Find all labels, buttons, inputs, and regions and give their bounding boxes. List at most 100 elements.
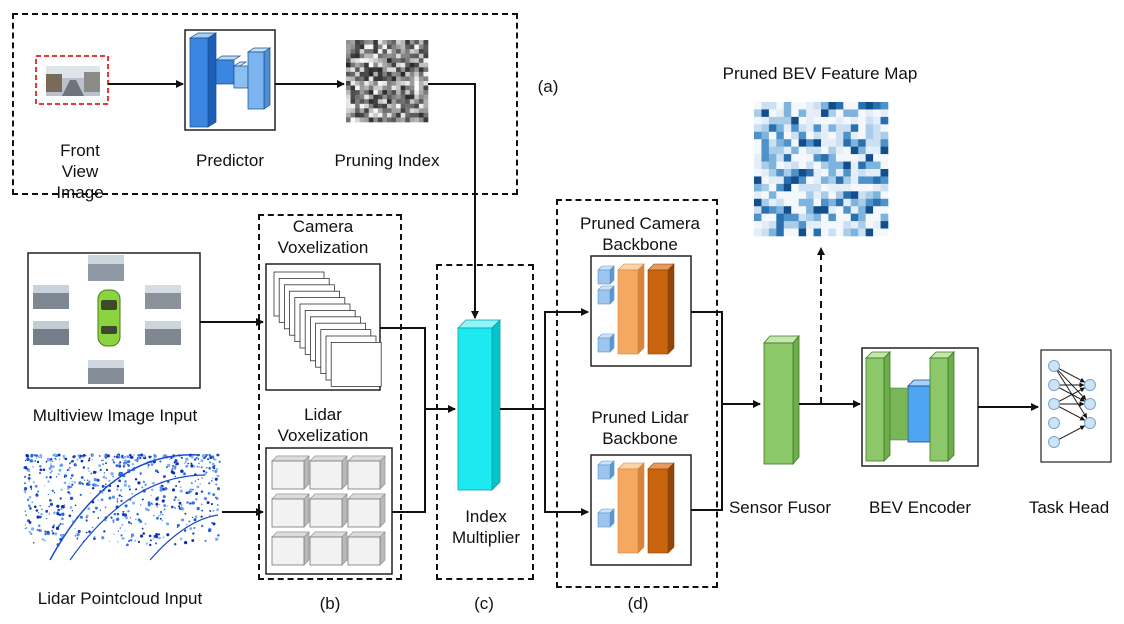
lidar-point xyxy=(39,472,41,475)
lidar-point xyxy=(124,504,128,508)
noise-cell xyxy=(423,58,429,64)
lidar-point xyxy=(92,511,95,513)
section-a-box xyxy=(12,13,518,195)
lidar-point xyxy=(166,466,168,469)
lidar-point xyxy=(173,498,176,501)
lidar-point xyxy=(39,515,42,519)
noise-cell xyxy=(418,49,424,54)
lidar-point xyxy=(104,483,107,486)
bev-cell xyxy=(828,183,837,192)
noise-cell xyxy=(396,62,401,68)
noise-cell xyxy=(387,81,392,86)
lidar-point xyxy=(171,488,176,492)
noise-cell xyxy=(373,71,379,77)
bev-cell xyxy=(828,169,837,177)
bev-cell xyxy=(813,176,822,185)
noise-cell xyxy=(382,103,388,109)
lidar-point xyxy=(208,482,211,485)
lidar-point xyxy=(158,536,161,540)
noise-cell xyxy=(396,76,401,82)
voxel-cube xyxy=(309,493,348,528)
lidar-point xyxy=(74,527,76,530)
noise-cell xyxy=(368,117,374,123)
noise-cell xyxy=(405,85,411,91)
bev-cell xyxy=(754,213,762,222)
bev-cell xyxy=(821,124,829,133)
noise-cell xyxy=(382,112,388,118)
bev-cell xyxy=(768,102,777,110)
noise-cell xyxy=(387,76,392,82)
lidar-point xyxy=(180,504,183,507)
noise-cell xyxy=(355,67,360,73)
noise-cell xyxy=(346,94,351,100)
noise-cell xyxy=(391,81,397,86)
lidar-point xyxy=(211,521,213,524)
noise-cell xyxy=(409,67,415,73)
lidar-point xyxy=(36,460,40,464)
noise-cell xyxy=(414,94,420,100)
noise-cell xyxy=(355,103,360,109)
noise-cell xyxy=(359,99,365,105)
bev-cell xyxy=(850,183,859,192)
noise-cell xyxy=(359,58,365,64)
noise-cell xyxy=(400,103,406,109)
lidar-point xyxy=(196,466,199,468)
lidar-point xyxy=(150,502,153,505)
noise-cell xyxy=(409,108,415,114)
bev-cell xyxy=(843,191,852,200)
bev-cell xyxy=(813,161,822,170)
bev-cell xyxy=(835,154,844,162)
bev-cell xyxy=(806,191,814,200)
bev-cell xyxy=(865,221,874,229)
voxel-cube xyxy=(347,493,386,528)
noise-cell xyxy=(373,40,379,45)
noise-cell xyxy=(423,90,429,95)
noise-cell xyxy=(391,99,397,105)
lidar-point xyxy=(49,471,52,474)
bev-cell xyxy=(835,109,844,118)
lidar-point xyxy=(88,480,91,483)
lidar-point xyxy=(47,493,50,496)
lidar-point xyxy=(24,491,27,494)
bev-cell xyxy=(828,213,837,222)
lidar-point xyxy=(119,489,123,492)
bev-cell xyxy=(865,154,874,162)
noise-cell xyxy=(382,108,388,114)
lidar-point xyxy=(85,531,88,534)
bev-cell xyxy=(880,124,889,133)
lidar-point xyxy=(80,476,84,479)
noise-cell xyxy=(409,90,415,95)
lidar-point xyxy=(110,516,113,519)
noise-cell xyxy=(423,117,429,123)
noise-cell xyxy=(400,58,406,64)
noise-cell xyxy=(400,85,406,91)
bev-cell xyxy=(865,176,874,185)
lidar-point xyxy=(154,542,158,545)
lidar-point xyxy=(120,499,123,502)
lidar-point xyxy=(46,530,50,534)
bev-cell xyxy=(798,124,807,133)
bev-cell xyxy=(880,198,889,207)
nn-node xyxy=(1048,417,1060,429)
lidar-point xyxy=(215,537,219,541)
lidar-point xyxy=(28,530,32,534)
bev-cell xyxy=(783,161,792,170)
noise-cell xyxy=(364,53,370,59)
bev-cell xyxy=(850,228,859,237)
noise-cell xyxy=(409,85,415,91)
lidar-point xyxy=(98,464,101,467)
lidar-point xyxy=(141,486,144,489)
bev-cell xyxy=(806,221,814,229)
lidar-point xyxy=(51,530,54,532)
noise-cell xyxy=(414,76,420,82)
lidar-point xyxy=(108,496,112,500)
bev-cell xyxy=(791,124,799,133)
bev-cell xyxy=(843,146,852,155)
lidar-point xyxy=(45,517,48,520)
lidar-point xyxy=(97,499,100,501)
noise-cell xyxy=(377,85,383,91)
lidar-point xyxy=(170,470,174,474)
lidar-point xyxy=(163,508,166,511)
bev-cell xyxy=(754,191,762,200)
lidar-point xyxy=(116,498,119,500)
